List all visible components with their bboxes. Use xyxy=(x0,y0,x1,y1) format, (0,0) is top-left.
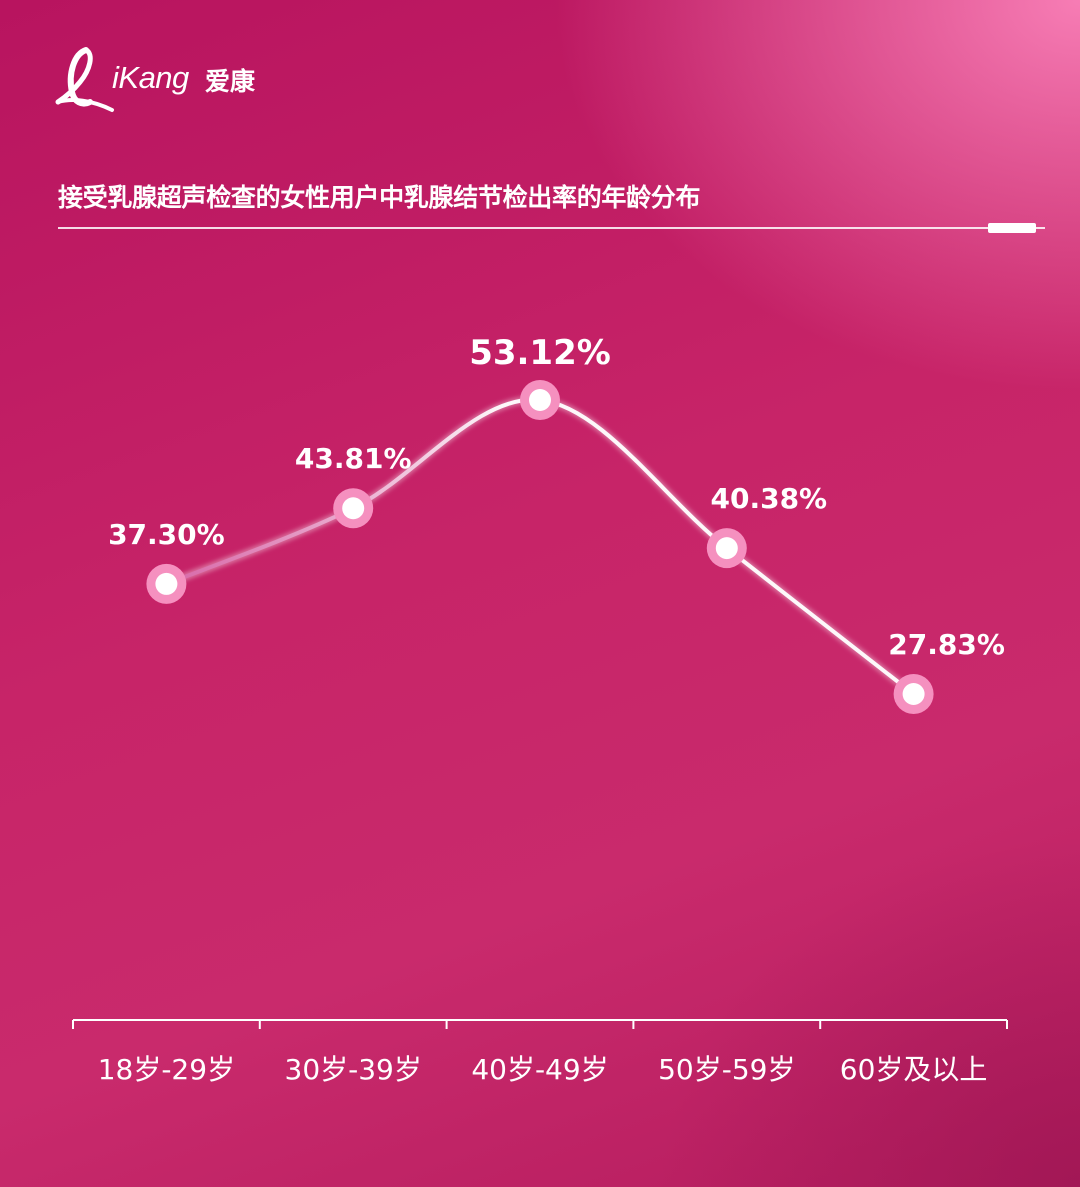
series-line-glow xyxy=(164,395,917,698)
data-point-4 xyxy=(706,528,747,569)
divider-accent xyxy=(988,223,1036,233)
ribbon-logo-icon xyxy=(55,47,114,112)
data-labels: 37.30% 43.81% 53.12% 40.38% 27.83% xyxy=(108,333,1005,661)
chart-title: 接受乳腺超声检查的女性用户中乳腺结节检出率的年龄分布 xyxy=(58,183,701,212)
data-point-dot xyxy=(902,683,925,705)
drop-lines xyxy=(164,458,916,1020)
data-label-1: 37.30% xyxy=(108,518,225,551)
series-line-path xyxy=(164,397,916,696)
brand-name-cn: 爱康 xyxy=(205,67,256,96)
data-point-dot xyxy=(342,497,365,520)
x-tick-label-2: 30岁-39岁 xyxy=(285,1053,422,1086)
data-point-dot xyxy=(155,572,178,595)
data-point-3 xyxy=(520,380,560,420)
x-tick-label-4: 50岁-59岁 xyxy=(658,1053,795,1086)
brand-name: iKang xyxy=(112,60,189,95)
x-tick-label-3: 40岁-49岁 xyxy=(471,1053,608,1086)
title-divider xyxy=(58,227,1045,229)
data-point-5 xyxy=(893,674,934,714)
x-tick-label-5: 60岁及以上 xyxy=(840,1053,988,1086)
series-line xyxy=(164,395,917,698)
data-point-2 xyxy=(333,488,374,529)
data-label-4: 40.38% xyxy=(710,482,827,515)
data-label-5: 27.83% xyxy=(888,628,1005,661)
x-axis xyxy=(72,1019,1008,1029)
data-point-1 xyxy=(146,563,187,604)
data-points xyxy=(146,380,934,714)
data-label-2: 43.81% xyxy=(295,442,412,475)
data-point-dot xyxy=(715,537,738,560)
data-label-3: 53.12% xyxy=(469,333,611,373)
x-tick-labels: 18岁-29岁 30岁-39岁 40岁-49岁 50岁-59岁 60岁及以上 xyxy=(98,1053,988,1086)
data-point-dot xyxy=(529,389,551,411)
x-tick-label-1: 18岁-29岁 xyxy=(98,1053,235,1086)
